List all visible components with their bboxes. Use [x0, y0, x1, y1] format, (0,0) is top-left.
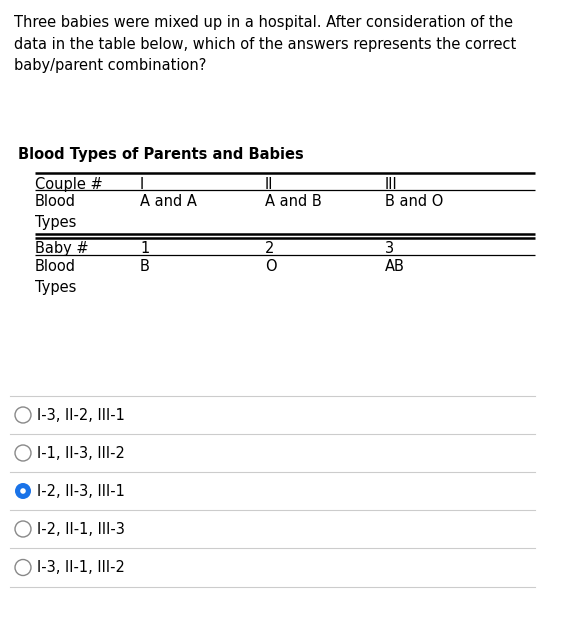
Text: B: B	[140, 259, 150, 274]
Circle shape	[20, 488, 26, 494]
Text: AB: AB	[385, 259, 405, 274]
Circle shape	[15, 559, 31, 575]
Text: I-1, II-3, III-2: I-1, II-3, III-2	[37, 446, 125, 460]
Text: 3: 3	[385, 241, 394, 256]
Text: A and A: A and A	[140, 194, 197, 209]
Text: Blood Types of Parents and Babies: Blood Types of Parents and Babies	[18, 147, 304, 162]
Text: Three babies were mixed up in a hospital. After consideration of the
data in the: Three babies were mixed up in a hospital…	[14, 15, 516, 73]
Text: II: II	[265, 177, 274, 192]
Text: B and O: B and O	[385, 194, 444, 209]
Circle shape	[15, 483, 31, 499]
Text: 2: 2	[265, 241, 274, 256]
Text: I-2, II-1, III-3: I-2, II-1, III-3	[37, 521, 125, 537]
Text: Couple #: Couple #	[35, 177, 103, 192]
Text: I-3, II-1, III-2: I-3, II-1, III-2	[37, 560, 125, 575]
Text: Baby #: Baby #	[35, 241, 88, 256]
Text: I-3, II-2, III-1: I-3, II-2, III-1	[37, 408, 125, 422]
Text: Blood
Types: Blood Types	[35, 259, 77, 295]
Text: 1: 1	[140, 241, 149, 256]
Text: I: I	[140, 177, 144, 192]
Text: III: III	[385, 177, 397, 192]
Text: A and B: A and B	[265, 194, 321, 209]
Circle shape	[15, 407, 31, 423]
Text: O: O	[265, 259, 276, 274]
Circle shape	[15, 521, 31, 537]
Circle shape	[15, 445, 31, 461]
Text: Blood
Types: Blood Types	[35, 194, 77, 230]
Text: I-2, II-3, III-1: I-2, II-3, III-1	[37, 483, 125, 498]
